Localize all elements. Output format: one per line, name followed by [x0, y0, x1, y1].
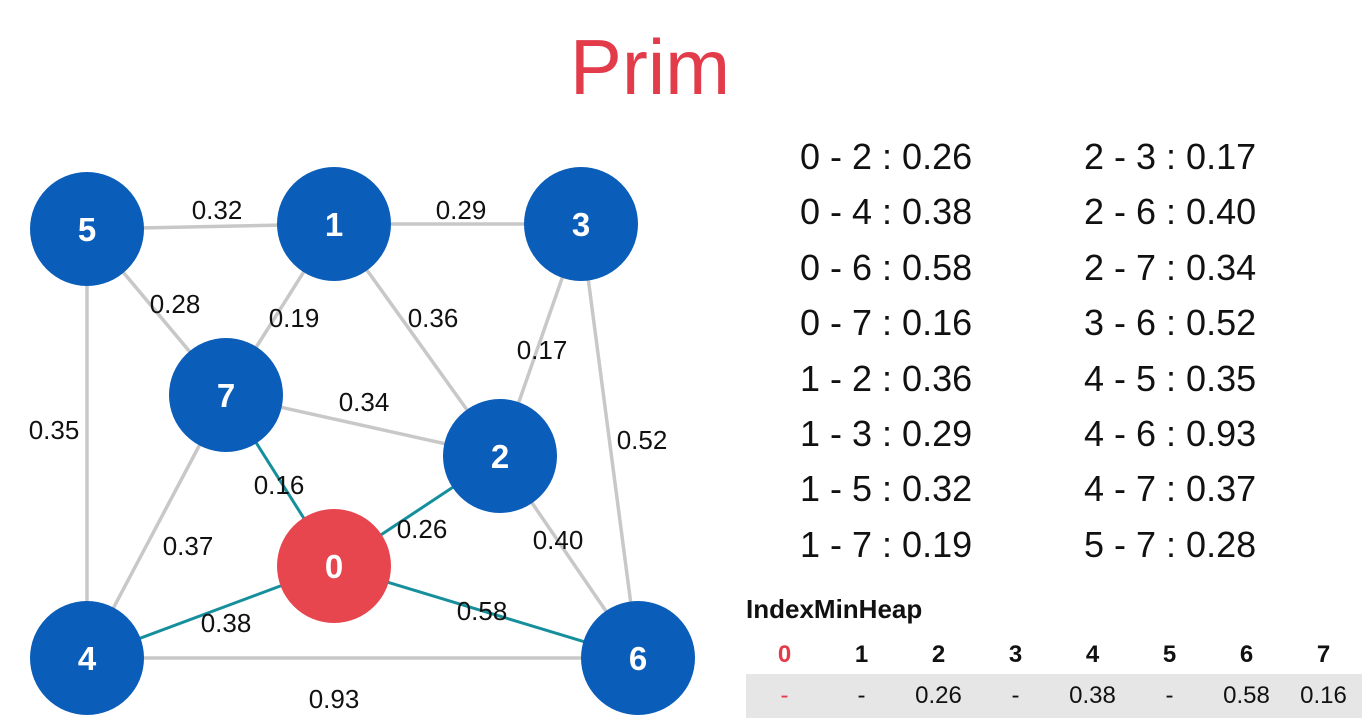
- heap-index-row: 0 1 2 3 4 5 6 7: [746, 636, 1362, 674]
- heap-value-cell: -: [1165, 682, 1174, 709]
- node-label-7: 7: [217, 377, 235, 414]
- heap-value-cell: -: [1011, 682, 1020, 709]
- node-label-2: 2: [491, 438, 509, 475]
- heap-index-cell: 0: [777, 641, 792, 668]
- node-5: 5: [30, 172, 144, 286]
- node-3: 3: [524, 167, 638, 281]
- index-min-heap-table: 0 1 2 3 4 5 6 7 - - 0.26 - 0.38 - 0.58 0.16: [746, 636, 1362, 718]
- node-circle-2: [443, 399, 557, 513]
- nodes-layer: 0 1 2 3 4 5 6 7: [30, 167, 695, 715]
- node-circle-4: [30, 601, 144, 715]
- node-2: 2: [443, 399, 557, 513]
- heap-index-cell: 5: [1162, 641, 1177, 668]
- heap-value-cell: 0.16: [1300, 682, 1347, 709]
- edge-list: 0 - 2 : 0.26 2 - 3 : 0.17 0 - 4 : 0.38 2 - …: [800, 134, 1344, 577]
- edge-list-item: 2 - 7 : 0.34: [1084, 246, 1257, 288]
- edge-list-item: 0 - 4 : 0.38: [800, 191, 973, 233]
- edge-weight-5-1: 0.32: [192, 195, 243, 225]
- edge-weight-3-6: 0.52: [617, 425, 668, 455]
- edge-labels-layer: 0.32 0.29 0.28 0.19 0.36 0.17 0.35 0.34 0.52 0.16…: [29, 195, 668, 714]
- edge-weight-5-7: 0.28: [150, 289, 201, 319]
- heap-value-cell: 0.26: [915, 682, 962, 709]
- edge-3-6: [579, 223, 640, 659]
- heap-index-cell: 2: [931, 641, 946, 668]
- edge-list-item: 4 - 7 : 0.37: [1084, 468, 1257, 510]
- edge-list-item: 0 - 2 : 0.26: [800, 136, 973, 177]
- edge-list-item: 1 - 2 : 0.36: [800, 357, 973, 399]
- edge-list-item: 3 - 6 : 0.52: [1084, 302, 1257, 344]
- heap-value-cell: 0.58: [1223, 682, 1270, 709]
- heap-value-cell: -: [857, 682, 866, 709]
- node-circle-3: [524, 167, 638, 281]
- edge-weight-1-2: 0.36: [408, 303, 459, 333]
- node-circle-1: [277, 167, 391, 281]
- heap-index-cell: 1: [854, 641, 869, 668]
- edge-list-item: 2 - 3 : 0.17: [1084, 136, 1257, 177]
- edge-list-item: 1 - 3 : 0.29: [800, 412, 973, 454]
- heap-title: IndexMinHeap: [746, 594, 923, 624]
- edge-weight-0-4: 0.38: [201, 608, 252, 638]
- edge-weight-1-7: 0.19: [269, 303, 320, 333]
- edge-list-item: 2 - 6 : 0.40: [1084, 191, 1257, 233]
- heap-index-cell: 3: [1008, 641, 1023, 668]
- node-label-3: 3: [572, 206, 590, 243]
- heap-index-cell: 6: [1239, 641, 1254, 668]
- edge-weight-5-4: 0.35: [29, 415, 80, 445]
- edge-weight-7-4: 0.37: [163, 531, 214, 561]
- node-0: 0: [277, 509, 391, 623]
- graph-diagram: 0.32 0.29 0.28 0.19 0.36 0.17 0.35 0.34 0.52 0.16…: [29, 167, 695, 715]
- edge-list-item: 5 - 7 : 0.28: [1084, 523, 1257, 565]
- edge-weight-4-6: 0.93: [309, 684, 360, 714]
- page-title: Prim: [569, 23, 731, 111]
- edge-list-item: 1 - 5 : 0.32: [800, 468, 973, 510]
- edge-list-item: 0 - 7 : 0.16: [800, 302, 973, 344]
- edge-weight-7-2: 0.34: [339, 387, 390, 417]
- node-label-1: 1: [325, 206, 343, 243]
- node-7: 7: [169, 338, 283, 452]
- edge-weight-2-6: 0.40: [533, 525, 584, 555]
- heap-index-cell: 4: [1085, 641, 1100, 668]
- edge-list-item: 4 - 6 : 0.93: [1084, 412, 1257, 454]
- node-label-5: 5: [78, 211, 96, 248]
- heap-value-cell: 0.38: [1069, 682, 1116, 709]
- node-circle-7: [169, 338, 283, 452]
- heap-index-cell: 7: [1316, 641, 1331, 668]
- edge-weight-0-2: 0.26: [397, 514, 448, 544]
- edge-list-item: 0 - 6 : 0.58: [800, 246, 973, 288]
- node-circle-5: [30, 172, 144, 286]
- node-label-0: 0: [325, 548, 343, 585]
- node-label-6: 6: [629, 640, 647, 677]
- node-label-4: 4: [78, 640, 97, 677]
- edge-list-item: 1 - 7 : 0.19: [800, 523, 973, 565]
- heap-value-cell: -: [780, 682, 789, 709]
- edge-weight-1-3: 0.29: [436, 195, 487, 225]
- edge-weight-0-6: 0.58: [457, 596, 508, 626]
- node-circle-6: [581, 601, 695, 715]
- edge-weight-3-2: 0.17: [517, 335, 568, 365]
- edge-list-item: 4 - 5 : 0.35: [1084, 357, 1257, 399]
- heap-value-row: - - 0.26 - 0.38 - 0.58 0.16: [746, 674, 1362, 718]
- edge-weight-7-0: 0.16: [254, 470, 305, 500]
- node-6: 6: [581, 601, 695, 715]
- node-1: 1: [277, 167, 391, 281]
- node-4: 4: [30, 601, 144, 715]
- node-circle-0: [277, 509, 391, 623]
